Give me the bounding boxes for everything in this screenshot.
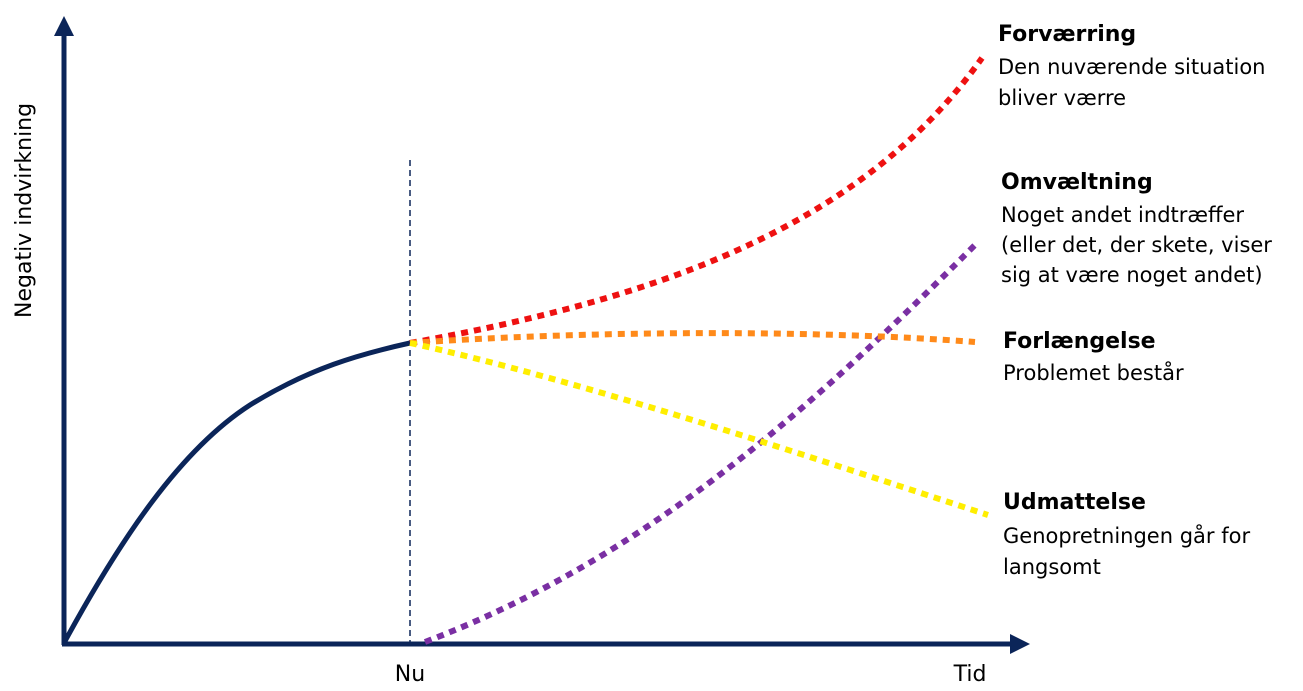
- y-axis-label: Negativ indvirkning: [12, 103, 37, 318]
- udmattelse-desc-line-2: langsomt: [1003, 555, 1101, 579]
- label-forvaerring: Forværring Den nuværende situation blive…: [998, 22, 1265, 110]
- x-tick-time: Tid: [953, 662, 987, 686]
- label-forlaengelse: Forlængelse Problemet består: [1003, 329, 1184, 385]
- x-tick-now: Nu: [395, 662, 425, 686]
- udmattelse-desc-line-1: Genopretningen går for: [1003, 523, 1250, 548]
- forvaerring-title: Forværring: [998, 22, 1136, 47]
- forlaengelse-title: Forlængelse: [1003, 329, 1156, 354]
- udmattelse-title: Udmattelse: [1003, 490, 1146, 515]
- udmattelse-curve: [409, 340, 989, 518]
- history-curve: [61, 340, 413, 646]
- forvaerring-curve: [409, 56, 985, 346]
- forvaerring-desc-line-2: bliver værre: [998, 86, 1126, 110]
- label-udmattelse: Udmattelse Genopretningen går for langso…: [1003, 490, 1250, 579]
- omvaeltning-desc-line-3: sig at være noget andet): [1001, 263, 1263, 287]
- forlaengelse-desc-line-1: Problemet består: [1003, 360, 1184, 385]
- forvaerring-desc-line-1: Den nuværende situation: [998, 55, 1265, 79]
- omvaeltning-title: Omvæltning: [1001, 170, 1153, 195]
- omvaeltning-desc-line-1: Noget andet indtræffer: [1001, 203, 1244, 227]
- omvaeltning-curve: [423, 242, 978, 645]
- label-omvaeltning: Omvæltning Noget andet indtræffer (eller…: [1001, 170, 1272, 287]
- forlaengelse-curve: [409, 330, 976, 346]
- omvaeltning-desc-line-2: (eller det, der skete, viser: [1001, 233, 1272, 257]
